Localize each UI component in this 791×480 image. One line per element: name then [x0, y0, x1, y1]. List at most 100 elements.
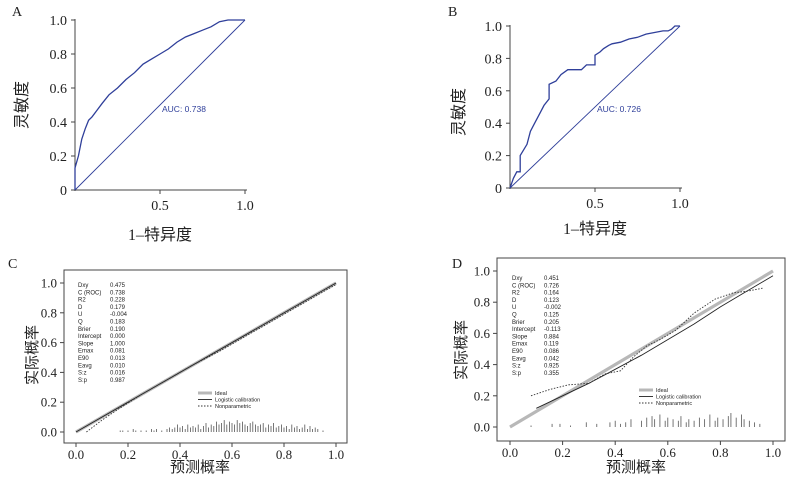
x-tick-label: 0.0 — [502, 445, 518, 460]
stat-name: E90 — [512, 349, 523, 355]
y-tick-label: 0.4 — [485, 117, 503, 132]
stat-value: 0.010 — [110, 363, 126, 369]
stat-value: 0.164 — [544, 291, 560, 297]
x-axis-title: 预测概率 — [606, 459, 666, 476]
stat-name: Slope — [78, 341, 94, 347]
stat-value: 0.179 — [110, 305, 126, 311]
stat-name: U — [78, 312, 82, 318]
y-tick-label: 0.8 — [41, 305, 57, 320]
x-axis-title: 1–特异度 — [128, 226, 192, 244]
y-axis-title: 灵敏度 — [13, 81, 31, 129]
stat-name: Emax — [512, 342, 527, 348]
x-axis-title: 1–特异度 — [563, 220, 627, 238]
y-tick-label: 0.6 — [50, 82, 68, 97]
x-axis-title: 预测概率 — [170, 459, 230, 476]
stat-name: Intercept — [78, 334, 102, 340]
legend-label: Nonparametric — [215, 404, 251, 410]
y-tick-label: 1.0 — [50, 14, 68, 29]
y-tick-label: 0.8 — [50, 48, 68, 63]
x-tick-label: 0.4 — [607, 445, 624, 460]
stat-value: 0.119 — [544, 342, 559, 348]
panel-D: D 0.0 0.2 0.4 0.6 0.8 1.0 0.0 0.2 0.4 0.6 0.8 1.0 Dxy… — [452, 257, 786, 476]
stat-name: R2 — [512, 291, 520, 297]
x-tick-label: 0.8 — [712, 445, 728, 460]
x-tick-label: 0.6 — [660, 445, 677, 460]
stat-value: 1.000 — [110, 341, 126, 347]
stat-name: R2 — [78, 298, 86, 304]
stat-value: -0.002 — [544, 305, 562, 311]
y-tick-label: 0.8 — [485, 52, 503, 67]
y-tick-label: 0.4 — [474, 357, 491, 372]
panel-title-C: C — [8, 257, 17, 272]
stat-name: Dxy — [78, 283, 88, 289]
y-tick-label: 0.2 — [485, 150, 503, 165]
x-tick-label: 0.5 — [586, 197, 604, 212]
legend-label: Nonparametric — [656, 401, 692, 407]
legend-label: Ideal — [215, 391, 227, 397]
auc-annotation: AUC: 0.726 — [597, 104, 641, 114]
stat-name: Slope — [512, 334, 528, 340]
y-tick-label: 0.6 — [485, 85, 503, 100]
nonparametric-line — [86, 284, 337, 433]
stat-value: 0.987 — [110, 378, 126, 384]
x-tick-label: 0.8 — [276, 447, 292, 462]
auc-annotation: AUC: 0.738 — [162, 104, 206, 114]
legend-label: Logistic calibration — [656, 395, 701, 401]
roc-curve-line — [509, 25, 680, 189]
stat-value: 0.123 — [544, 298, 560, 304]
stat-value: 0.183 — [110, 320, 126, 326]
y-tick-label: 0.6 — [41, 335, 58, 350]
stat-value: 0.738 — [110, 290, 126, 296]
stat-value: 0.726 — [544, 283, 560, 289]
x-tick-label: 0.6 — [224, 447, 241, 462]
y-axis-title: 实际概率 — [24, 325, 41, 385]
stat-name: Emax — [78, 349, 93, 355]
panel-title-B: B — [448, 5, 457, 20]
y-tick-label: 0 — [60, 184, 67, 199]
x-tick-label: 0.5 — [151, 199, 169, 214]
stat-value: -0.113 — [544, 327, 561, 333]
stat-value: 0.016 — [110, 371, 126, 377]
y-tick-label: 0.0 — [474, 420, 490, 435]
plot-frame — [63, 269, 348, 444]
y-tick-label: 1.0 — [485, 20, 503, 35]
y-tick-label: 1.0 — [474, 264, 490, 279]
stat-value: 0.355 — [544, 371, 560, 377]
y-tick-label: 0.4 — [41, 365, 58, 380]
y-tick-label: 0.2 — [474, 388, 490, 403]
panel-A: A 0 0.2 0.4 0.6 0.8 1.0 0.5 1.0 AUC: 0.738 灵敏度 1–特异… — [12, 5, 254, 244]
stat-name: Q — [78, 320, 83, 326]
stat-value: 0.042 — [544, 356, 560, 362]
stat-name: Intercept — [512, 327, 536, 333]
stat-name: Eavg — [78, 363, 92, 369]
y-tick-label: 0.0 — [41, 425, 57, 440]
y-tick-label: 0 — [495, 182, 502, 197]
stat-name: C (ROC) — [512, 283, 535, 289]
stat-value: 0.190 — [110, 327, 126, 333]
x-tick-label: 1.0 — [671, 197, 689, 212]
logistic-calibration-line — [75, 282, 337, 433]
stat-value: 0.228 — [110, 298, 126, 304]
stat-name: U — [512, 305, 516, 311]
panel-title-A: A — [12, 5, 23, 20]
y-tick-label: 0.4 — [50, 116, 68, 131]
stat-name: C (ROC) — [78, 290, 101, 296]
y-tick-label: 1.0 — [41, 276, 57, 291]
stat-value: 0.884 — [544, 334, 560, 340]
x-tick-label: 0.0 — [68, 447, 84, 462]
reference-diagonal-line — [509, 25, 681, 189]
plot-frame — [496, 257, 786, 442]
panel-title-D: D — [452, 257, 462, 272]
y-tick-label: 0.6 — [474, 326, 491, 341]
logistic-calibration-line — [536, 275, 774, 409]
x-tick-label: 0.2 — [554, 445, 570, 460]
stat-name: D — [78, 305, 83, 311]
y-tick-label: 0.2 — [50, 150, 68, 165]
stat-value: 0.013 — [110, 356, 126, 362]
x-tick-label: 1.0 — [328, 447, 344, 462]
stat-name: Brier — [512, 320, 525, 326]
stat-value: 0.081 — [110, 349, 126, 355]
stat-name: D — [512, 298, 517, 304]
ideal-line — [509, 269, 774, 429]
